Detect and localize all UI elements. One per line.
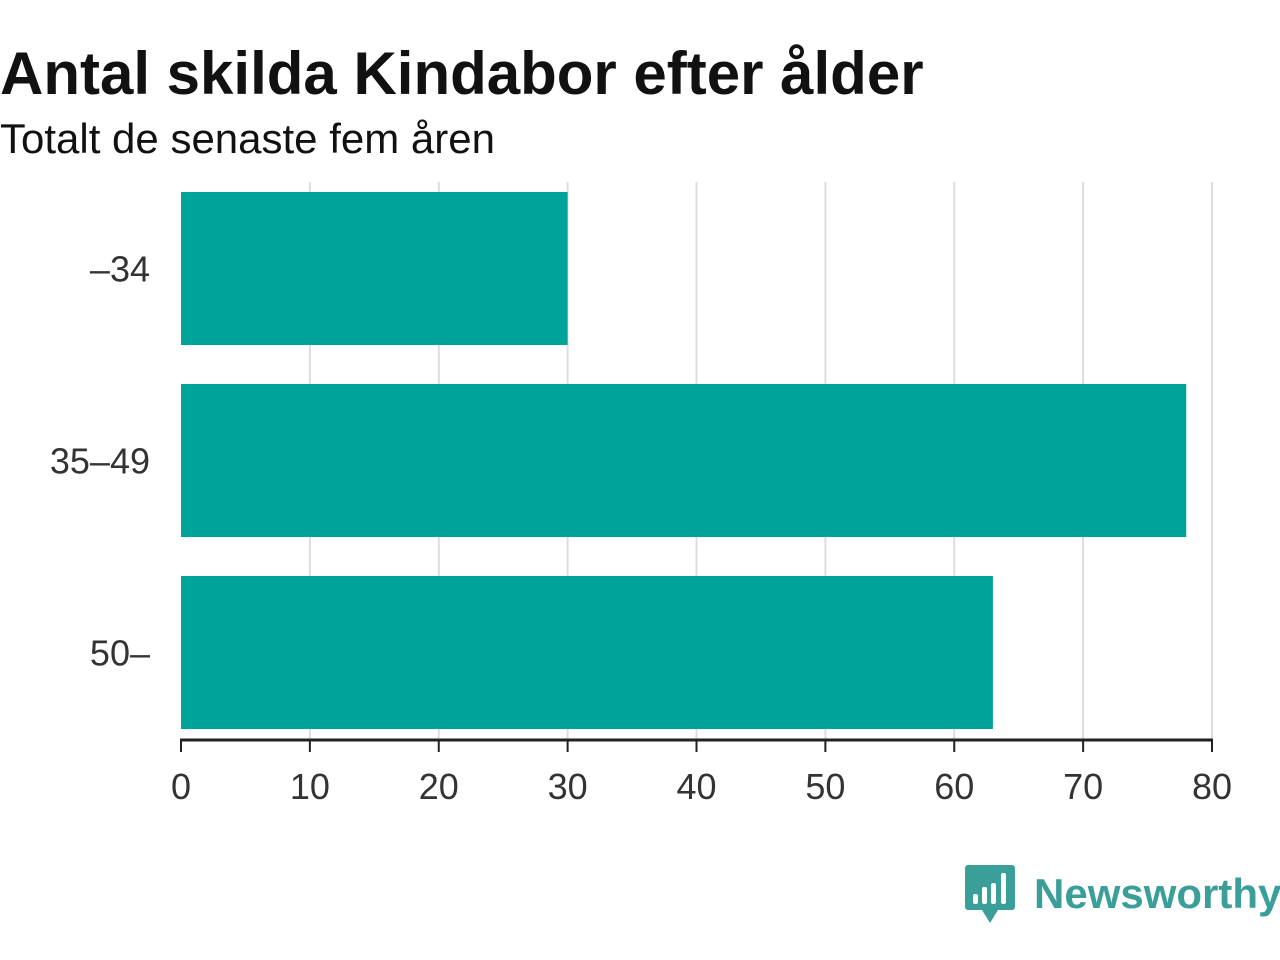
bar	[181, 576, 993, 729]
chart-title: Antal skilda Kindabor efter ålder	[0, 40, 924, 107]
category-label: 50–	[90, 633, 150, 674]
x-tick-label: 30	[548, 766, 588, 807]
x-tick-label: 50	[805, 766, 845, 807]
bar	[181, 384, 1187, 537]
bars	[181, 192, 1187, 729]
x-tick-label: 80	[1192, 766, 1232, 807]
x-tick-label: 70	[1063, 766, 1103, 807]
category-labels: –34 35–49 50–	[50, 249, 150, 674]
bar	[181, 192, 568, 345]
bar-chart-speech-bubble-icon	[965, 865, 1015, 923]
x-tick-label: 20	[419, 766, 459, 807]
brand-name: Newsworthy	[1034, 870, 1280, 917]
x-tick-label: 40	[676, 766, 716, 807]
bar-chart: 0 10 20 30 40 50 60 70 80 –34 35–49 50–	[50, 182, 1232, 807]
x-axis: 0 10 20 30 40 50 60 70 80	[171, 738, 1232, 807]
chart-subtitle: Totalt de senaste fem åren	[0, 115, 495, 162]
x-tick-label: 60	[934, 766, 974, 807]
category-label: –34	[90, 249, 150, 290]
x-tick-label: 10	[290, 766, 330, 807]
category-label: 35–49	[50, 441, 150, 482]
x-tick-label: 0	[171, 766, 191, 807]
newsworthy-logo: Newsworthy	[964, 862, 1280, 926]
